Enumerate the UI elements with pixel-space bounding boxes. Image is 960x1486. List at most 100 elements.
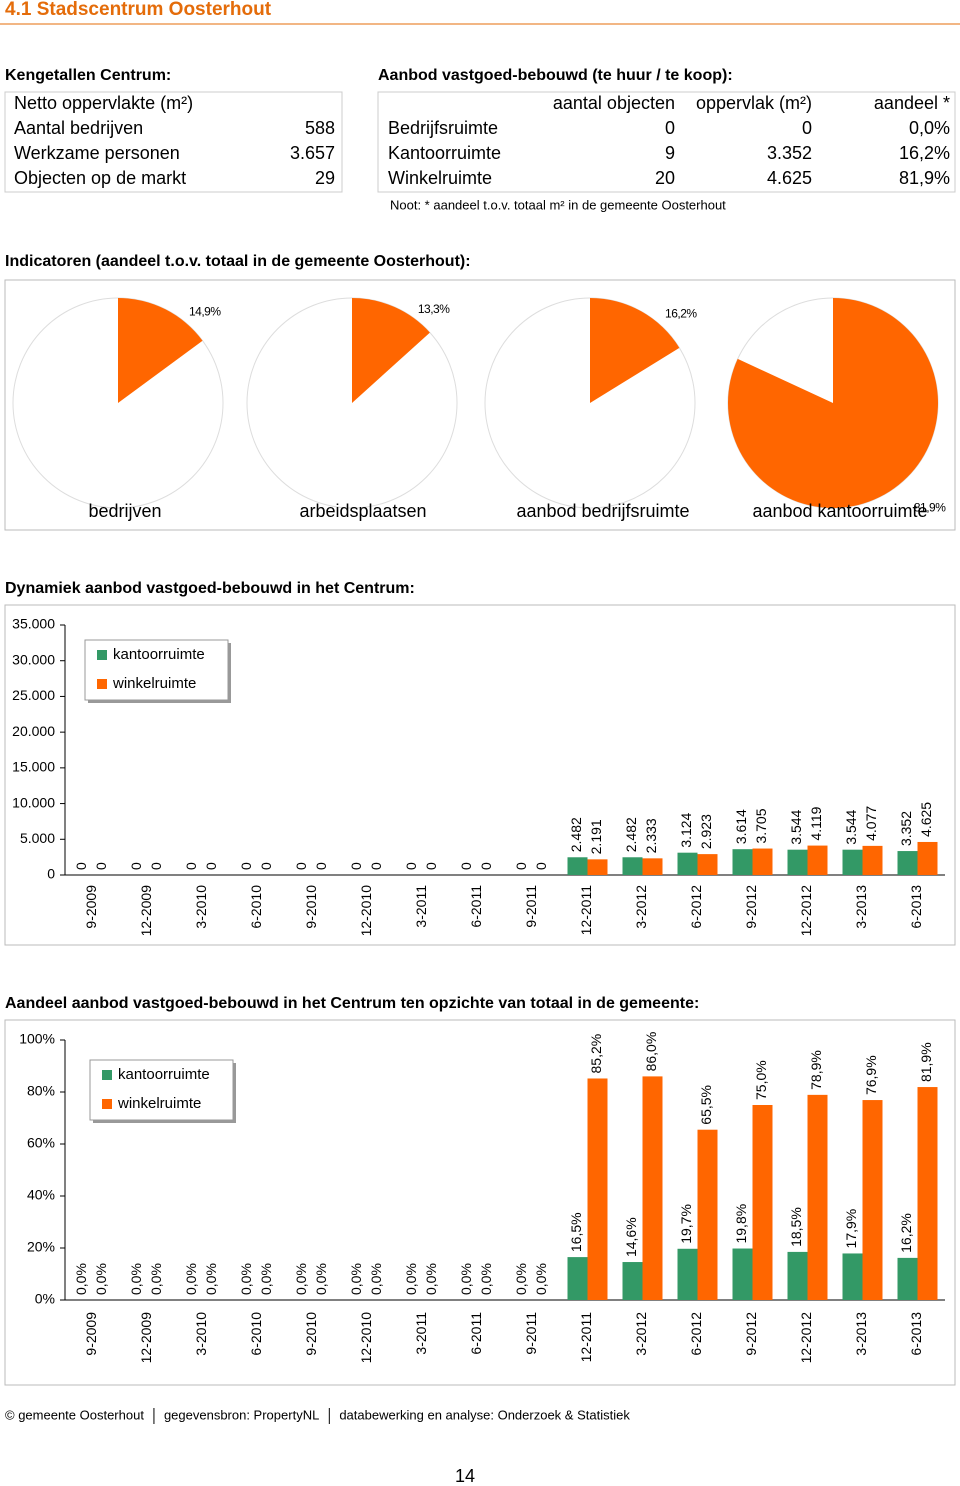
footer-text: databewerking en analyse: Onderzoek & St… — [339, 1407, 630, 1422]
data-label: 0 — [183, 862, 199, 870]
bar — [752, 1105, 773, 1300]
x-tick-label: 3-2012 — [633, 885, 649, 929]
data-label: 0 — [93, 862, 109, 870]
data-label: 81,9% — [918, 1042, 934, 1082]
legend — [89, 1059, 234, 1121]
bar — [567, 857, 588, 875]
x-tick-label: 12-2012 — [798, 1312, 814, 1364]
bar — [862, 845, 883, 875]
x-tick-label: 12-2012 — [798, 885, 814, 937]
data-label: 0 — [368, 862, 384, 870]
data-label: 0,0% — [458, 1263, 474, 1295]
cell-value: 81,9% — [899, 168, 950, 188]
data-label: 4.119 — [808, 806, 824, 840]
data-label: 4.625 — [918, 802, 934, 837]
bar — [587, 1078, 608, 1300]
aanbod-box — [377, 91, 956, 193]
x-tick-label: 6-2010 — [248, 885, 264, 929]
bar — [917, 1087, 938, 1300]
x-tick-label: 12-2009 — [138, 885, 154, 937]
data-label: 0 — [203, 862, 219, 870]
data-label: 0,0% — [368, 1263, 384, 1295]
data-label: 0 — [73, 862, 89, 870]
data-label: 0,0% — [313, 1263, 329, 1295]
footer-text: gegevensbron: PropertyNL — [164, 1407, 319, 1422]
data-label: 0 — [513, 862, 529, 870]
bar — [897, 851, 918, 875]
bar — [862, 1100, 883, 1300]
cell-label: Kantoorruimte — [388, 143, 501, 163]
bar — [807, 1094, 828, 1300]
bar — [642, 858, 663, 875]
cell-label: Werkzame personen — [14, 143, 180, 163]
y-tick-label: 60% — [27, 1135, 55, 1151]
bar — [752, 848, 773, 875]
bar — [732, 849, 753, 875]
bar — [642, 1076, 663, 1300]
kengetallen-box — [4, 91, 343, 193]
column-header: oppervlak (m²) — [696, 93, 812, 113]
data-label: 0,0% — [478, 1263, 494, 1295]
y-tick-label: 0% — [35, 1291, 55, 1307]
y-tick-label: 80% — [27, 1083, 55, 1099]
bar — [622, 857, 643, 875]
x-tick-label: 3-2013 — [853, 885, 869, 929]
data-label: 0 — [403, 862, 419, 870]
cell-label: Objecten op de markt — [14, 168, 186, 188]
legend — [84, 639, 229, 701]
x-tick-label: 9-2009 — [83, 885, 99, 929]
data-label: 65,5% — [698, 1085, 714, 1125]
x-tick-label: 12-2011 — [578, 1312, 594, 1363]
data-label: 16,5% — [568, 1212, 584, 1252]
bar — [677, 852, 698, 875]
bar — [897, 1257, 918, 1300]
x-tick-label: 12-2009 — [138, 1312, 154, 1364]
bar — [697, 1129, 718, 1300]
data-label: 0 — [313, 862, 329, 870]
pie-slice — [118, 298, 203, 403]
data-label: 0,0% — [348, 1263, 364, 1295]
data-label: 0 — [293, 862, 309, 870]
kengetallen-title: Kengetallen Centrum: — [5, 67, 171, 84]
data-label: 0 — [533, 862, 549, 870]
cell-value: 4.625 — [767, 168, 812, 188]
x-tick-label: 9-2009 — [83, 1312, 99, 1356]
column-header: aantal objecten — [553, 93, 675, 113]
bar — [677, 1248, 698, 1300]
cell-value: 0 — [802, 118, 812, 138]
cell-label: Bedrijfsruimte — [388, 118, 498, 138]
y-tick-label: 35.000 — [12, 616, 55, 632]
data-label: 14,6% — [623, 1217, 639, 1257]
bar — [787, 1251, 808, 1300]
x-tick-label: 6-2011 — [468, 1312, 484, 1355]
data-label: 3.544 — [843, 809, 859, 844]
x-tick-label: 9-2010 — [303, 1312, 319, 1356]
legend-label: kantoorruimte — [118, 1066, 210, 1083]
y-tick-label: 25.000 — [12, 687, 55, 703]
data-label: 0,0% — [293, 1263, 309, 1295]
cell-value: 0,0% — [909, 118, 950, 138]
data-label: 0,0% — [203, 1263, 219, 1295]
cell-value: 9 — [665, 143, 675, 163]
data-label: 13,3% — [418, 302, 450, 316]
cell-value: 588 — [305, 118, 335, 138]
x-tick-label: 6-2011 — [468, 885, 484, 928]
bar — [842, 849, 863, 875]
x-tick-label: 6-2013 — [908, 1312, 924, 1356]
legend-label: winkelruimte — [117, 1095, 201, 1112]
y-tick-label: 20.000 — [12, 723, 55, 739]
data-label: 17,9% — [843, 1209, 859, 1249]
data-label: 0,0% — [403, 1263, 419, 1295]
data-label: 0 — [478, 862, 494, 870]
x-tick-label: 9-2012 — [743, 885, 759, 929]
legend-swatch — [97, 650, 107, 660]
data-label: 4.077 — [863, 806, 879, 841]
data-label: 0,0% — [148, 1263, 164, 1295]
x-tick-label: 9-2011 — [523, 885, 539, 928]
y-tick-label: 30.000 — [12, 651, 55, 667]
cell-value: 3.352 — [767, 143, 812, 163]
data-label: 86,0% — [643, 1032, 659, 1072]
data-label: 0,0% — [128, 1263, 144, 1295]
data-label: 19,8% — [733, 1204, 749, 1244]
x-tick-label: 3-2010 — [193, 885, 209, 929]
